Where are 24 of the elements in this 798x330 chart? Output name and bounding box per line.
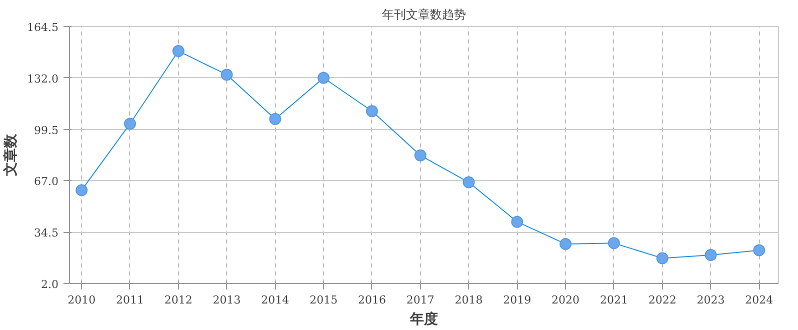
- x-tick-label: 2024: [745, 294, 774, 306]
- x-tick-label: 2010: [68, 294, 96, 306]
- y-tick-label: 67.0: [34, 175, 59, 188]
- x-tick-label: 2016: [358, 294, 386, 306]
- y-tick-label: 164.5: [27, 21, 59, 34]
- x-tick-label: 2023: [696, 294, 725, 306]
- y-tick-label: 34.5: [34, 226, 59, 240]
- x-tick-label: 2014: [261, 294, 290, 306]
- x-tick-label: 2017: [406, 294, 434, 306]
- x-tick-label: 2021: [600, 294, 628, 306]
- x-tick-label: 2022: [648, 294, 676, 306]
- y-tick-label: 132.0: [27, 72, 59, 86]
- x-tick-label: 2012: [164, 294, 192, 306]
- x-tick-label: 2019: [503, 294, 532, 306]
- y-axis-title: 文章数: [2, 133, 20, 177]
- x-tick-label: 2015: [310, 294, 338, 306]
- x-tick-label: 2011: [116, 294, 144, 306]
- x-axis-title: 年度: [409, 310, 438, 328]
- x-tick-label: 2013: [212, 294, 241, 306]
- x-tick-label: 2018: [454, 294, 483, 306]
- y-tick-label: 99.5: [34, 124, 59, 137]
- chart-title: 年刊文章数趋势: [382, 8, 466, 22]
- y-tick-label: 2.0: [41, 278, 59, 291]
- x-tick-label: 2020: [552, 294, 580, 306]
